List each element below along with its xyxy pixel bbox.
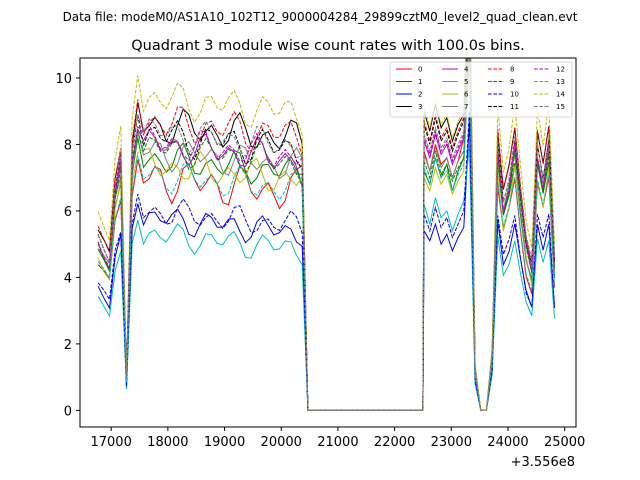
series-layer [97,58,555,411]
y-tick-label: 6 [64,205,72,220]
x-tick-label: 24000 [487,435,528,450]
y-tick-label: 8 [64,138,72,153]
legend-label-15: 15 [556,103,565,111]
legend-label-0: 0 [418,66,422,74]
y-tick-label: 0 [64,404,72,419]
legend-label-1: 1 [418,78,422,86]
y-tick-label: 4 [64,271,72,286]
chart-title: Quadrant 3 module wise count rates with … [131,38,525,54]
figure-suptitle: Data file: modeM0/AS1A10_102T12_90000042… [63,10,578,24]
x-tick-label: 23000 [431,435,472,450]
legend-label-5: 5 [464,78,468,86]
legend-label-2: 2 [418,91,422,99]
legend-label-6: 6 [464,91,469,99]
legend-label-11: 11 [510,103,519,111]
x-tick-label: 25000 [544,435,585,450]
x-tick-label: 21000 [317,435,358,450]
legend-label-8: 8 [510,66,514,74]
legend-box [389,61,573,118]
x-tick-label: 22000 [374,435,415,450]
x-tick-label: 19000 [204,435,245,450]
legend-label-3: 3 [418,103,422,111]
y-tick-label: 2 [64,338,72,353]
y-tick-label: 10 [55,72,72,87]
x-tick-label: 17000 [90,435,131,450]
plot-area-frame [79,57,577,428]
legend-label-14: 14 [556,91,565,99]
legend-label-10: 10 [510,91,519,99]
legend-label-12: 12 [556,66,565,74]
x-tick-label: 18000 [147,435,188,450]
legend-label-4: 4 [464,66,469,74]
x-offset-label: +3.556e8 [511,455,575,470]
legend-label-9: 9 [510,78,514,86]
legend-label-7: 7 [464,103,468,111]
x-tick-label: 20000 [261,435,302,450]
legend-label-13: 13 [556,78,565,86]
axis-ticks: 17000 18000 19000 20000 21000 22000 23000 24000… [55,72,585,450]
series-line-15 [97,58,555,411]
